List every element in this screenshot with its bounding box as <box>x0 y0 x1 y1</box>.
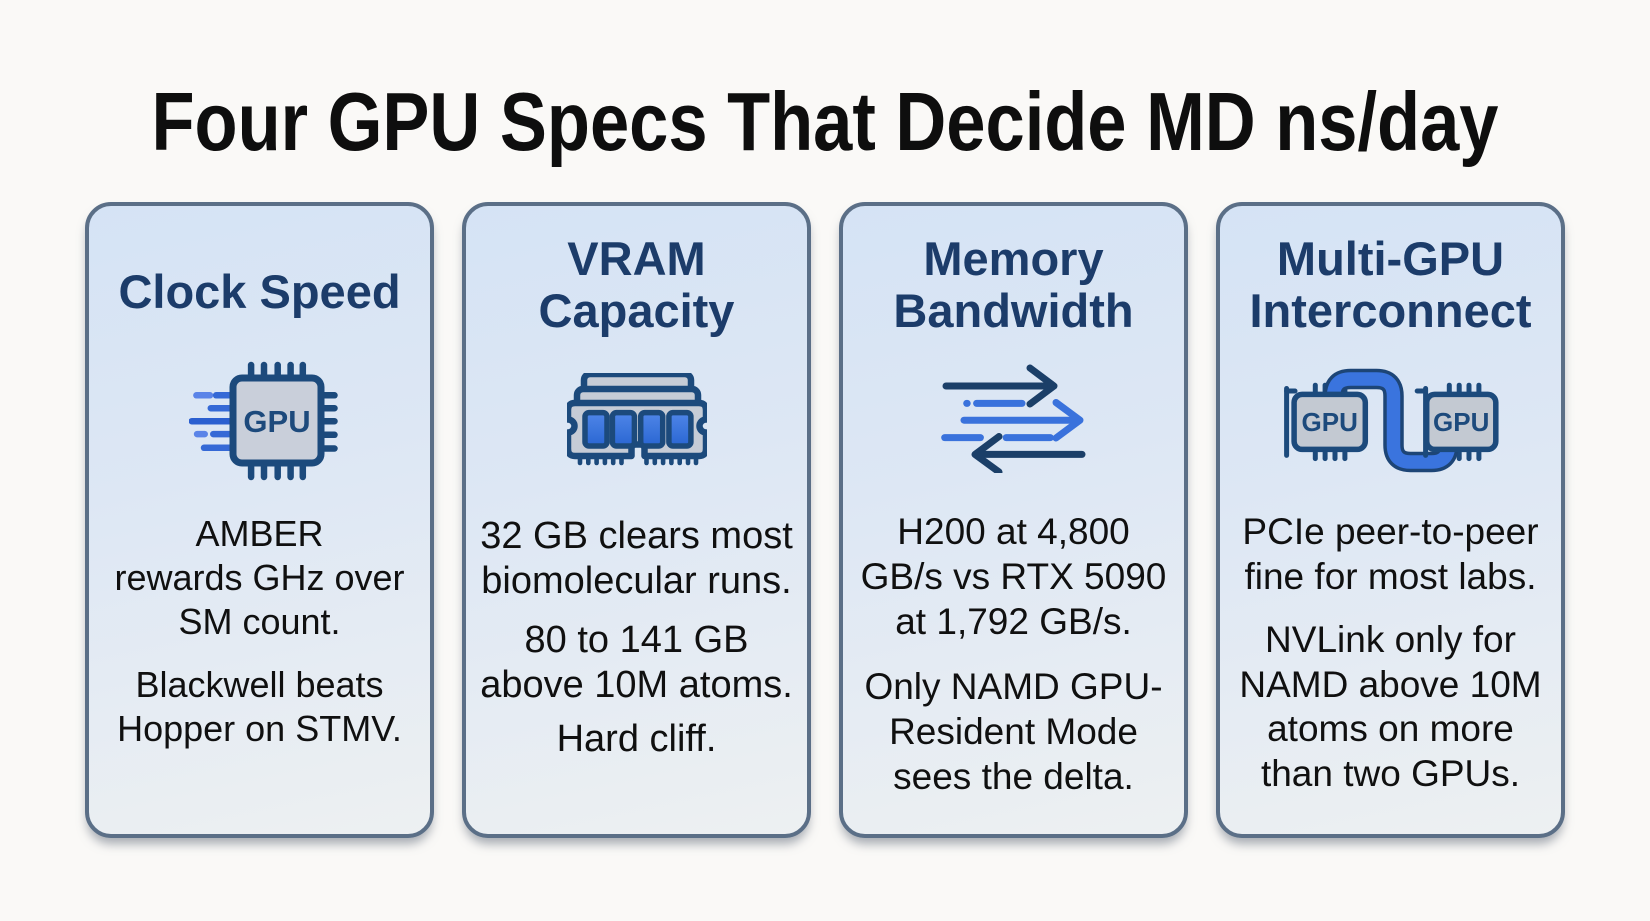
svg-text:GPU: GPU <box>1302 407 1358 437</box>
svg-text:GPU: GPU <box>243 404 310 439</box>
svg-text:GPU: GPU <box>1433 407 1489 437</box>
